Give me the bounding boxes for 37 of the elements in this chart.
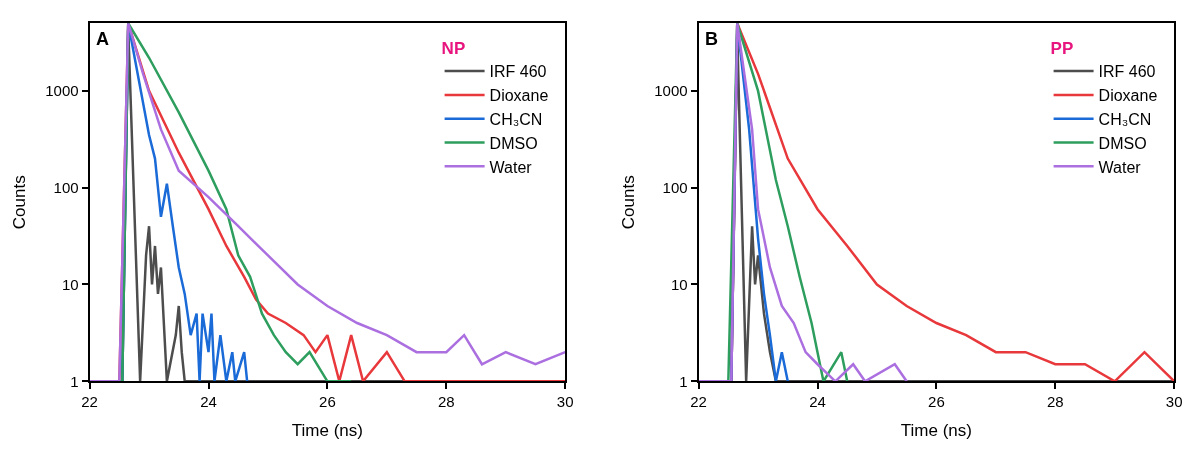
x-tick-label: 28 [437,393,455,411]
legend-label: Dioxane [1098,87,1158,105]
annotation: A [96,29,109,49]
y-tick-label: 1 [70,372,79,390]
legend-label: Dioxane [489,87,549,105]
legend-label: Water [1098,158,1142,176]
legend-label: CH₃CN [1098,110,1152,128]
y-tick-label: 1 [679,372,688,390]
x-tick-label: 28 [1046,393,1064,411]
y-tick-label: 10 [670,275,688,293]
y-tick-label: 100 [662,178,688,196]
x-tick-label: 30 [556,393,574,411]
x-tick-label: 26 [928,393,945,411]
x-tick-label: 22 [81,393,98,411]
legend-label: IRF 460 [1098,63,1156,81]
x-tick-label: 30 [1165,393,1183,411]
x-tick-label: 24 [809,393,826,411]
y-tick-label: 100 [53,178,79,196]
y-axis-title: Counts [10,175,30,230]
y-tick-label: 10 [61,275,79,293]
legend-label: DMSO [1098,134,1147,152]
y-axis-title: Counts [619,175,639,230]
annotation: B [705,29,718,49]
x-axis-title: Time (ns) [291,421,363,441]
y-tick-label: 1000 [45,82,79,100]
x-tick-label: 22 [690,393,707,411]
x-tick-label: 26 [319,393,336,411]
legend-title: PP [1050,39,1074,59]
legend-label: DMSO [489,134,538,152]
legend-title: NP [441,39,466,59]
legend-label: CH₃CN [489,110,543,128]
line-series [698,23,908,382]
legend-label: Water [489,158,533,176]
x-axis-title: Time (ns) [900,421,972,441]
legend-label: IRF 460 [489,63,547,81]
y-tick-label: 1000 [654,82,688,100]
x-tick-label: 24 [200,393,217,411]
